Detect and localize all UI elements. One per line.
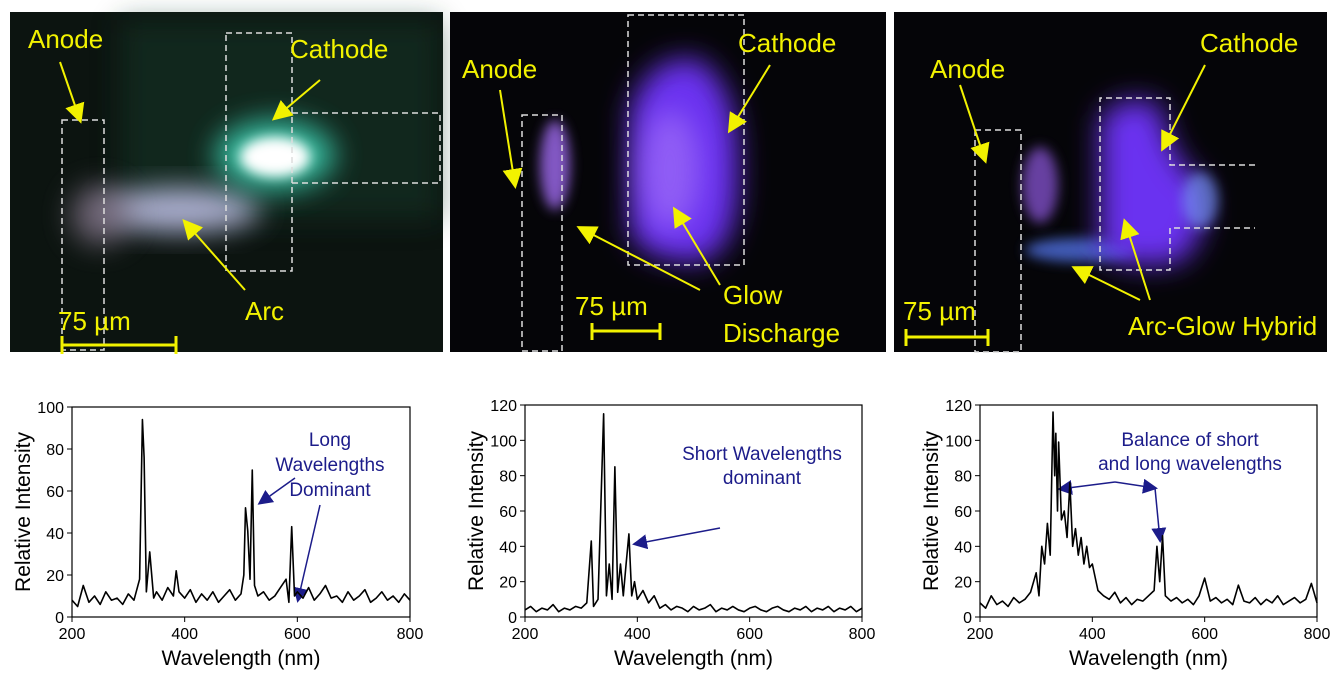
y-tick-label: 60 — [954, 504, 972, 521]
y-tick-label: 20 — [46, 568, 64, 585]
x-tick-label: 600 — [284, 626, 311, 643]
x-axis-label: Wavelength (nm) — [614, 647, 773, 670]
anode-label: Anode — [930, 54, 1005, 84]
scale-label: 75 µm — [58, 306, 131, 336]
y-axis-label: Relative Intensity — [920, 431, 943, 591]
y-axis-label: Relative Intensity — [465, 431, 488, 591]
spectrum-line — [979, 411, 1318, 609]
annotation-text: Wavelengths — [275, 455, 384, 476]
spectrum-chart: 0 20 40 60 80 100 200 400 600 800 Wavelength (nm) R… — [12, 400, 423, 670]
photo-hybrid: Anode Cathode Arc-Glow Hybrid 75 µm — [894, 12, 1327, 353]
x-axis-label: Wavelength (nm) — [161, 647, 320, 670]
y-tick-label: 0 — [508, 610, 517, 627]
anode-label: Anode — [28, 24, 103, 54]
annotation-2: Short Wavelengths dominant — [632, 444, 842, 550]
annotation-1: Long Wavelengths Dominant — [257, 430, 385, 603]
y-tick-label: 60 — [46, 484, 64, 501]
y-tick-label: 80 — [46, 442, 64, 459]
annotation-text: and long wavelengths — [1098, 454, 1282, 475]
y-tick-label: 20 — [954, 575, 972, 592]
scale-label: 75 µm — [903, 296, 976, 326]
x-axis-label: Wavelength (nm) — [1069, 647, 1228, 670]
y-tick-label: 40 — [954, 539, 972, 556]
cathode-label: Cathode — [738, 28, 836, 58]
y-tick-label: 0 — [55, 610, 64, 627]
y-axis-label: Relative Intensity — [12, 432, 35, 592]
photo-arc: Anode Cathode Arc 75 µm — [10, 12, 443, 354]
y-tick-label: 40 — [46, 526, 64, 543]
y-tick-label: 100 — [945, 433, 972, 450]
plot-frame — [524, 404, 863, 618]
x-tick-label: 200 — [512, 626, 539, 643]
discharge-label: Discharge — [723, 318, 840, 348]
x-tick-label: 400 — [171, 626, 198, 643]
cathode-label: Cathode — [290, 34, 388, 64]
discharge-label: Glow — [723, 280, 782, 310]
x-tick-label: 800 — [849, 626, 876, 643]
x-tick-label: 400 — [624, 626, 651, 643]
plot-frame — [71, 406, 411, 618]
annotation-3: Balance of short and long wavelengths — [1057, 430, 1282, 543]
spectrum-line — [71, 418, 411, 608]
annotation-text: Balance of short — [1121, 430, 1259, 451]
annotation-text: Short Wavelengths — [682, 444, 842, 465]
y-tick-label: 120 — [945, 398, 972, 415]
discharge-label: Arc-Glow Hybrid — [1128, 311, 1317, 341]
y-tick-label: 0 — [963, 610, 972, 627]
annotation-text: Long — [309, 430, 351, 451]
y-tick-label: 100 — [37, 400, 64, 417]
y-tick-label: 60 — [499, 504, 517, 521]
y-tick-label: 80 — [954, 469, 972, 486]
x-tick-label: 600 — [1191, 626, 1218, 643]
x-tick-label: 800 — [397, 626, 424, 643]
spectrum-chart: 0 20 40 60 80 100 120 200 400 600 800 Wavelength (n… — [465, 398, 875, 670]
x-tick-label: 200 — [59, 626, 86, 643]
x-tick-label: 600 — [736, 626, 763, 643]
anode-label: Anode — [462, 54, 537, 84]
y-tick-label: 100 — [490, 433, 517, 450]
annotation-text: dominant — [723, 468, 802, 489]
x-tick-label: 400 — [1079, 626, 1106, 643]
x-tick-label: 200 — [967, 626, 994, 643]
discharge-label: Arc — [245, 296, 284, 326]
y-tick-label: 120 — [490, 398, 517, 415]
spectrum-line — [524, 413, 863, 613]
cathode-label: Cathode — [1200, 28, 1298, 58]
y-tick-label: 40 — [499, 539, 517, 556]
spectrum-chart: 0 20 40 60 80 100 120 200 400 600 800 Wavelength (n… — [920, 398, 1330, 670]
scale-label: 75 µm — [575, 291, 648, 321]
y-tick-label: 80 — [499, 469, 517, 486]
y-tick-label: 20 — [499, 575, 517, 592]
photo-glow: Anode Cathode Glow Discharge 75 µm — [450, 12, 886, 352]
annotation-text: Dominant — [289, 480, 371, 501]
x-tick-label: 800 — [1304, 626, 1331, 643]
